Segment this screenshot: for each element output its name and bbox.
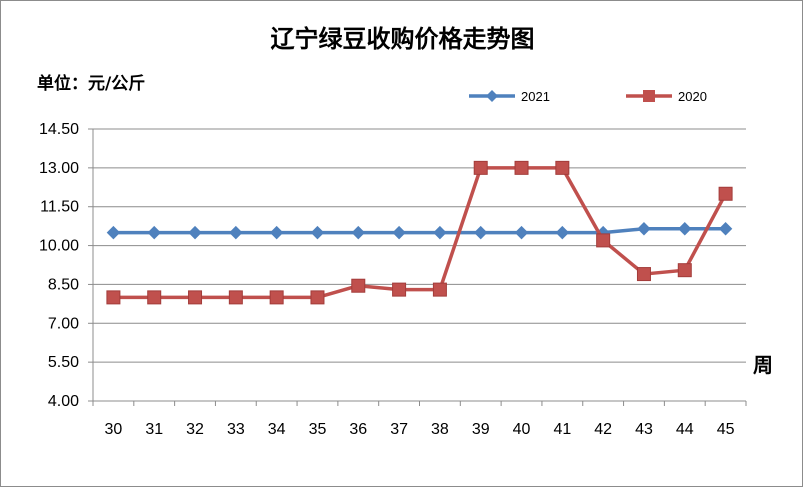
x-tick-label: 44 <box>676 421 694 438</box>
data-point-2021 <box>229 225 243 240</box>
y-tick-label: 10.00 <box>39 238 79 255</box>
y-tick-label: 14.50 <box>39 121 79 138</box>
data-point-2020 <box>269 290 284 305</box>
x-tick-label: 43 <box>635 421 653 438</box>
x-tick-label: 37 <box>390 421 408 438</box>
legend: 2021 2020 <box>469 89 707 104</box>
legend-label-2020: 2020 <box>678 89 707 104</box>
axes <box>88 128 747 406</box>
legend-marker-2021 <box>486 90 498 102</box>
series-line-2020 <box>113 166 728 300</box>
y-tick-label: 4.00 <box>48 393 79 410</box>
data-point-2020 <box>432 282 447 297</box>
x-tick-labels: 30 31 32 33 34 35 36 37 38 39 40 41 42 43 44 45 <box>105 421 735 438</box>
data-point-2020 <box>228 290 243 305</box>
legend-label-2021: 2021 <box>521 89 550 104</box>
x-tick-label: 30 <box>105 421 123 438</box>
data-point-2020 <box>392 282 407 297</box>
y-tick-label: 11.50 <box>40 199 79 216</box>
data-point-2021 <box>106 225 121 240</box>
x-tick-label: 35 <box>309 421 327 438</box>
y-tick-label: 5.50 <box>48 354 79 371</box>
y-tick-labels: 14.50 13.00 11.50 10.00 8.50 7.00 5.50 4.00 <box>39 121 79 410</box>
chart-title: 辽宁绿豆收购价格走势图 <box>270 25 535 53</box>
x-tick-label: 45 <box>717 421 735 438</box>
data-point-2020 <box>514 160 529 175</box>
data-point-2021 <box>392 225 406 240</box>
data-point-2021 <box>310 225 325 240</box>
x-tick-label: 39 <box>472 421 490 438</box>
data-point-2021 <box>718 222 733 236</box>
data-point-2021 <box>555 225 570 240</box>
x-tick-label: 31 <box>145 421 163 438</box>
data-point-2021 <box>269 225 284 240</box>
data-point-2020 <box>596 233 611 248</box>
data-point-2021 <box>474 225 488 240</box>
x-tick-label: 42 <box>594 421 612 438</box>
data-point-2021 <box>678 222 692 236</box>
data-point-2020 <box>677 263 692 278</box>
data-point-2021 <box>351 225 365 240</box>
x-tick-label: 34 <box>268 421 286 438</box>
series-group <box>106 160 733 305</box>
data-point-2021 <box>514 225 529 240</box>
data-point-2020 <box>351 278 366 293</box>
y-tick-label: 8.50 <box>48 276 79 293</box>
legend-marker-2020 <box>643 90 655 102</box>
data-point-2021 <box>637 222 651 236</box>
data-point-2020 <box>106 290 121 305</box>
x-tick-label: 33 <box>227 421 245 438</box>
x-tick-label: 41 <box>553 421 571 438</box>
data-point-2020 <box>147 290 162 305</box>
data-point-2020 <box>473 160 488 175</box>
data-point-2020 <box>555 160 570 175</box>
data-point-2020 <box>718 186 733 201</box>
y-tick-label: 13.00 <box>39 160 79 177</box>
data-point-2021 <box>147 225 161 240</box>
x-tick-label: 32 <box>186 421 204 438</box>
y-axis-unit-label: 单位：元/公斤 <box>37 74 146 94</box>
x-tick-label: 40 <box>513 421 531 438</box>
x-tick-label: 38 <box>431 421 449 438</box>
data-point-2021 <box>188 225 202 240</box>
series-line-2021 <box>113 226 726 235</box>
x-axis-unit-label: 周 <box>753 353 773 377</box>
x-tick-label: 36 <box>349 421 367 438</box>
data-point-2021 <box>433 225 447 240</box>
gridlines <box>93 128 746 402</box>
data-point-2020 <box>310 290 325 305</box>
data-point-2020 <box>636 267 651 282</box>
data-point-2020 <box>188 290 203 305</box>
y-tick-label: 7.00 <box>48 315 79 332</box>
